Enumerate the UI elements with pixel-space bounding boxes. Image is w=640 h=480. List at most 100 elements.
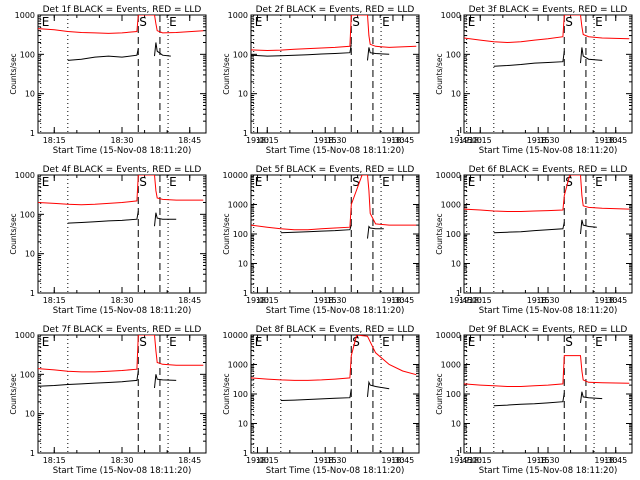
x-tick-label: 18:45 bbox=[604, 296, 627, 305]
plot-frame bbox=[250, 14, 420, 134]
series-line-events bbox=[280, 224, 384, 239]
chart-panel-7: Det 7f BLACK = Events, RED = LLD 1 10 100 10… bbox=[9, 325, 472, 476]
y-tick-label: 10 bbox=[238, 260, 248, 269]
x-axis-label: Start Time (15-Nov-08 18:11:20) bbox=[266, 306, 405, 316]
y-tick-label: 1000 bbox=[228, 11, 248, 20]
y-tick-label: 1 bbox=[30, 129, 35, 138]
x-tick-label: 18:45 bbox=[604, 136, 627, 145]
x-tick-label: 19:00 bbox=[246, 136, 269, 145]
series-line-events bbox=[38, 371, 177, 389]
x-tick-label: 18:15 bbox=[43, 296, 66, 305]
marker-label: S bbox=[565, 15, 573, 29]
x-tick-label: 19:15 bbox=[527, 456, 550, 465]
y-tick-label: 1 bbox=[243, 449, 248, 458]
y-tick-label: 100 bbox=[233, 230, 248, 239]
x-axis-label: Start Time (15-Nov-08 18:11:20) bbox=[479, 466, 618, 476]
chart-title: Det 2f BLACK = Events, RED = LLD bbox=[256, 5, 415, 15]
y-tick-label: 10000 bbox=[223, 331, 248, 340]
x-tick-label: 19:00 bbox=[246, 296, 269, 305]
y-tick-label: 100 bbox=[20, 370, 35, 379]
y-tick-label: 1000 bbox=[15, 331, 35, 340]
x-tick-label: 18:30 bbox=[536, 296, 559, 305]
x-tick-label: 18:45 bbox=[178, 456, 201, 465]
y-tick-label: 1 bbox=[243, 289, 248, 298]
x-axis-label: Start Time (15-Nov-08 18:11:20) bbox=[266, 466, 405, 476]
y-axis-label: Counts/sec bbox=[222, 373, 231, 414]
plot-frame bbox=[463, 174, 633, 294]
x-tick-label: 19:15 bbox=[527, 296, 550, 305]
marker-label: S bbox=[139, 15, 147, 29]
y-tick-label: 1000 bbox=[15, 171, 35, 180]
y-tick-label: 100 bbox=[446, 230, 461, 239]
y-axis-label: Counts/sec bbox=[9, 373, 18, 414]
chart-panel-1: Det 1f BLACK = Events, RED = LLD 1 10 100 10… bbox=[9, 5, 472, 156]
series-line-events bbox=[280, 380, 390, 401]
y-tick-label: 1000 bbox=[228, 361, 248, 370]
chart-panel-5: Det 5f BLACK = Events, RED = LLD 1 10 100 10… bbox=[222, 165, 617, 316]
series-line-lld bbox=[251, 335, 417, 381]
marker-label: E bbox=[169, 335, 177, 349]
y-tick-label: 10 bbox=[451, 260, 461, 269]
x-tick-label: 19:45 bbox=[449, 296, 472, 305]
marker-label: E bbox=[255, 175, 263, 189]
y-tick-label: 1 bbox=[456, 289, 461, 298]
y-tick-label: 10 bbox=[25, 250, 35, 259]
x-axis-label: Start Time (15-Nov-08 18:11:20) bbox=[53, 306, 192, 316]
y-axis-label: Counts/sec bbox=[222, 213, 231, 254]
y-tick-label: 1 bbox=[456, 449, 461, 458]
x-tick-label: 18:45 bbox=[391, 296, 414, 305]
marker-label: E bbox=[42, 335, 50, 349]
x-tick-label: 18:45 bbox=[391, 136, 414, 145]
marker-label: S bbox=[139, 175, 147, 189]
series-line-events bbox=[493, 47, 603, 67]
marker-label: E bbox=[595, 335, 603, 349]
series-line-lld bbox=[38, 335, 204, 373]
x-tick-label: 18:45 bbox=[178, 136, 201, 145]
x-tick-label: 18:45 bbox=[604, 456, 627, 465]
x-tick-label: 19:00 bbox=[459, 456, 482, 465]
chart-title: Det 1f BLACK = Events, RED = LLD bbox=[43, 5, 202, 15]
x-tick-label: 19:00 bbox=[459, 296, 482, 305]
marker-label: S bbox=[565, 335, 573, 349]
x-tick-label: 19:30 bbox=[381, 296, 404, 305]
x-tick-label: 18:30 bbox=[323, 456, 346, 465]
series-line-lld bbox=[38, 15, 204, 34]
series-line-events bbox=[493, 391, 603, 407]
x-tick-label: 18:30 bbox=[110, 456, 133, 465]
y-tick-label: 1000 bbox=[441, 201, 461, 210]
series-line-lld bbox=[251, 15, 417, 52]
x-tick-label: 19:45 bbox=[449, 136, 472, 145]
x-tick-label: 19:15 bbox=[314, 136, 337, 145]
x-tick-label: 18:15 bbox=[469, 456, 492, 465]
y-axis-label: Counts/sec bbox=[222, 53, 231, 94]
marker-label: E bbox=[169, 175, 177, 189]
y-tick-label: 1 bbox=[243, 129, 248, 138]
y-tick-label: 10 bbox=[238, 90, 248, 99]
y-axis-label: Counts/sec bbox=[435, 213, 444, 254]
y-tick-label: 1 bbox=[30, 449, 35, 458]
x-tick-label: 18:30 bbox=[110, 136, 133, 145]
plot-frame bbox=[463, 334, 633, 454]
marker-label: E bbox=[169, 15, 177, 29]
x-tick-label: 18:30 bbox=[536, 136, 559, 145]
chart-title: Det 5f BLACK = Events, RED = LLD bbox=[256, 165, 415, 175]
y-tick-label: 1000 bbox=[228, 201, 248, 210]
x-tick-label: 18:45 bbox=[391, 456, 414, 465]
marker-label: E bbox=[382, 175, 390, 189]
marker-label: E bbox=[42, 175, 50, 189]
chart-title: Det 9f BLACK = Events, RED = LLD bbox=[469, 325, 628, 335]
series-line-events bbox=[251, 44, 390, 61]
x-tick-label: 19:30 bbox=[381, 456, 404, 465]
x-tick-label: 18:15 bbox=[469, 296, 492, 305]
plot-frame bbox=[463, 14, 633, 134]
marker-label: S bbox=[352, 175, 360, 189]
marker-label: E bbox=[382, 15, 390, 29]
x-tick-label: 19:30 bbox=[594, 456, 617, 465]
y-tick-label: 10 bbox=[25, 90, 35, 99]
x-tick-label: 18:15 bbox=[256, 296, 279, 305]
y-tick-label: 100 bbox=[446, 390, 461, 399]
x-tick-label: 19:15 bbox=[314, 296, 337, 305]
marker-label: S bbox=[352, 335, 360, 349]
y-tick-label: 1000 bbox=[441, 11, 461, 20]
